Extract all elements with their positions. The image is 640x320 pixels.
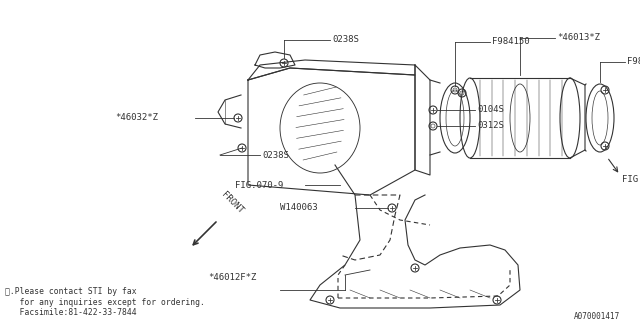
Text: F984140: F984140 (627, 58, 640, 67)
Text: 0104S: 0104S (477, 106, 504, 115)
Text: *46032*Z: *46032*Z (115, 114, 158, 123)
Text: A070001417: A070001417 (573, 312, 620, 320)
Text: FRONT: FRONT (220, 190, 245, 215)
Text: FIG.050: FIG.050 (622, 175, 640, 185)
Text: *46012F*Z: *46012F*Z (208, 274, 257, 283)
Text: F984150: F984150 (492, 37, 530, 46)
Text: W140063: W140063 (280, 204, 317, 212)
Text: 0238S: 0238S (332, 36, 359, 44)
Text: 0312S: 0312S (477, 122, 504, 131)
Text: ※.Please contact STI by fax: ※.Please contact STI by fax (5, 287, 136, 296)
Text: *46013*Z: *46013*Z (557, 34, 600, 43)
Text: 0238S: 0238S (262, 150, 289, 159)
Text: FIG.070-9: FIG.070-9 (235, 180, 284, 189)
Text: Facsimile:81-422-33-7844: Facsimile:81-422-33-7844 (5, 308, 136, 317)
Text: for any inquiries except for ordering.: for any inquiries except for ordering. (5, 298, 205, 307)
